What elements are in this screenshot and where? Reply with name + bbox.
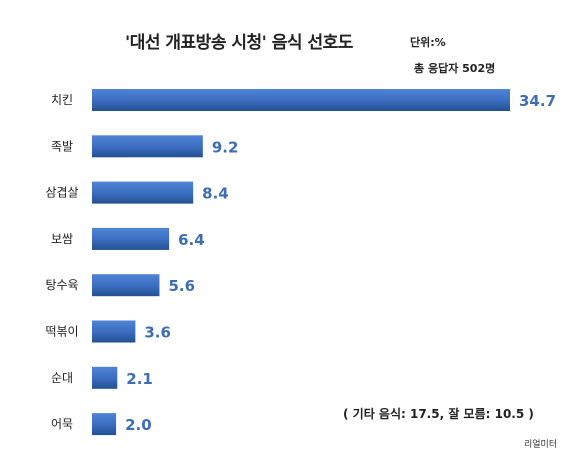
category-label: 삼겹살 xyxy=(45,186,78,200)
unit-label: 단위:% xyxy=(410,36,446,49)
value-label: 2.0 xyxy=(125,416,152,434)
value-label: 6.4 xyxy=(178,231,205,249)
category-label: 어묵 xyxy=(51,417,73,431)
bar xyxy=(92,181,194,204)
bar xyxy=(92,413,117,436)
category-label: 보쌈 xyxy=(51,232,73,246)
value-label: 2.1 xyxy=(126,370,153,388)
value-label: 8.4 xyxy=(202,185,229,203)
value-label: 9.2 xyxy=(212,138,239,156)
category-label: 치킨 xyxy=(51,93,73,107)
bar xyxy=(92,274,160,297)
category-label: 떡볶이 xyxy=(45,325,78,339)
category-label: 탕수육 xyxy=(45,278,78,292)
source-credit: 리얼미터 xyxy=(524,440,558,450)
chart-title: '대선 개표방송 시청' 음식 선호도 xyxy=(125,33,353,53)
category-label: 순대 xyxy=(51,371,73,385)
value-label: 5.6 xyxy=(168,277,195,295)
value-label: 34.7 xyxy=(519,92,556,110)
bar xyxy=(92,227,170,250)
bar xyxy=(92,366,118,389)
footnote: ( 기타 음식: 17.5, 잘 모름: 10.5 ) xyxy=(343,407,534,421)
respondents-count: 총 응답자 502명 xyxy=(414,62,496,75)
bar xyxy=(92,135,203,158)
bar xyxy=(92,89,510,111)
category-label: 족발 xyxy=(51,139,73,153)
bar xyxy=(92,320,136,343)
value-label: 3.6 xyxy=(144,324,171,342)
